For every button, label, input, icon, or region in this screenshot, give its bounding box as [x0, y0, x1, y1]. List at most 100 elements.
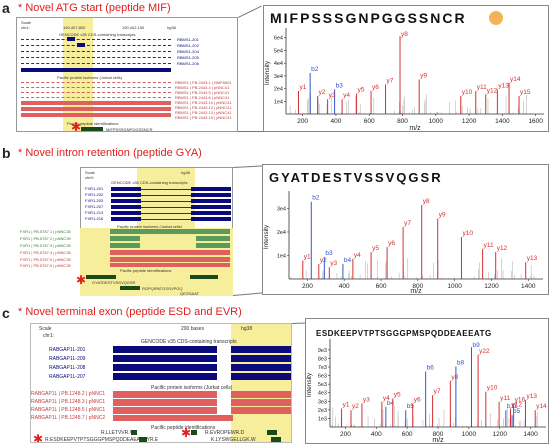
isoform-label: FXR1 | PB.5787.4 | pNNC35 [20, 250, 71, 255]
x-tick-label: 800 [412, 283, 423, 290]
y-tick-label: 5e3 [318, 382, 327, 388]
x-tick-label: 600 [376, 283, 387, 290]
ion-label: y4 [343, 92, 350, 99]
peptide-label: QEGSAAT [180, 291, 200, 296]
isoforms-title: Pacific protein isoforms (Jurkat cells) [151, 385, 233, 391]
ion-label: y8 [451, 374, 458, 381]
x-tick-label: 800 [397, 118, 408, 125]
ion-label: y13 [527, 255, 538, 262]
ion-label: y10 [462, 89, 473, 96]
ion-label: y5 [372, 245, 379, 252]
star-icon: ✱ [76, 273, 87, 287]
panel-b-isoforms: FXR1 | PB.5787.1 | pNNC35 FXR1 | PB.5787… [20, 228, 233, 268]
isoform-label: RABGAP1L | PB.1248.5 | pNNC1 [31, 407, 106, 413]
scale-label: Scale [21, 20, 32, 25]
assembly-label: hg38 [167, 25, 176, 30]
transcript-label: RBMS1-202 [177, 43, 199, 48]
ion-label: b9 [472, 342, 480, 349]
x-tick-label: 1600 [528, 118, 543, 125]
ion-label: y7 [404, 220, 411, 227]
ion-label: y1 [299, 84, 306, 91]
ion-label: y3 [329, 92, 336, 99]
isoforms-title: Pacific protein isoforms (Jurkat cells) [117, 224, 183, 229]
coord-right: 190,402,150 [122, 25, 145, 30]
y-tick-label: 2e4 [274, 87, 283, 93]
ion-label: y14 [510, 76, 521, 83]
ion-label: y5 [358, 87, 365, 94]
x-tick-label: 1200 [492, 431, 507, 438]
scale-label: Scale [39, 326, 52, 332]
ion-label: b3 [336, 82, 344, 89]
ion-label: y7 [387, 77, 394, 84]
callout-line [238, 131, 264, 132]
ion-label: b4 [387, 400, 395, 407]
peptide-title: Pacific peptide identifications [120, 268, 172, 273]
y-tick-label: 7e3 [318, 365, 327, 371]
ion-label: y10 [462, 230, 473, 237]
x-tick-label: 400 [371, 431, 382, 438]
ion-label: b5 [407, 403, 415, 410]
ion-label: y6 [414, 396, 421, 403]
peptide-label: R.LLETVVR.V [101, 430, 133, 436]
isoform-label: RABGAP1L | PB.1248.7 | pNNC2 [31, 415, 106, 421]
chr-label: chr9: [85, 175, 94, 180]
x-axis-label: m/z [432, 437, 444, 444]
isoform-label: RBMS1 | PB.2443.12 | pNNC41 [175, 105, 232, 110]
y-axis-label: Intensity [264, 60, 271, 85]
isoform-label: RABGAP1L | PB.1248.3 | pNNC1 [31, 399, 106, 405]
isoform-label: RBMS1 | PB.2443.10 | pNNC41 [175, 100, 232, 105]
ion-label: y7 [434, 388, 441, 395]
ion-label: y22 [479, 348, 490, 355]
ion-label: y6 [372, 84, 379, 91]
callout-line [238, 5, 262, 18]
star-icon: ✱ [71, 120, 82, 132]
ion-label: y1 [343, 402, 350, 409]
ion-label: b5 [513, 408, 521, 415]
ion-label: y13 [498, 82, 509, 89]
ion-label: y6 [388, 240, 395, 247]
peptide-label: R.EVROPEWR.D [205, 430, 245, 436]
ion-label: y9 [420, 73, 427, 80]
ion-label: y9 [439, 212, 446, 219]
track-title: GENCODE v35 CDS-containing transcripts [141, 339, 237, 345]
x-tick-label: 1200 [462, 118, 477, 125]
track-title: GENCODE v35 CDS-containing transcripts [59, 32, 136, 37]
ion-label: y3 [330, 260, 337, 267]
ion-label: y8 [423, 198, 430, 205]
transcript-label: FXR1-201 [85, 186, 104, 191]
peptide-label: K.LYSWGELLGK.W [211, 437, 256, 443]
isoform-label: FXR1 | PB.5787.3 | pNNC35 [20, 243, 71, 248]
highlight-region [231, 324, 291, 442]
isoform-label: FXR1 | PB.5787.1 | pNNC35 [20, 229, 71, 234]
ion-label: b6 [427, 365, 435, 372]
panel-b-peptides: Pacific peptide identifications GYATDEST… [76, 268, 233, 296]
transcript-label: RABGAP1L-207 [49, 374, 86, 380]
y-tick-label: 8e3 [318, 356, 327, 362]
assembly-label: hg38 [181, 170, 190, 175]
scale-label: Scale [85, 170, 96, 175]
ion-label: y12 [487, 87, 498, 94]
ion-label: b8 [457, 360, 465, 367]
y-tick-label: 1e4 [274, 99, 283, 105]
callout-line [233, 165, 264, 168]
transcript-label: FXR1-213 [85, 210, 104, 215]
x-tick-label: 200 [340, 431, 351, 438]
peptide-sequence: GYATDESTVSSVQGSR [269, 170, 443, 185]
ion-label: b2 [311, 66, 319, 73]
peptide-label: R.ESDKEEPVTPTSGGGPMSPQDDEAEATGYR.E [45, 437, 159, 443]
scale-bar-label: 200 bases [181, 326, 205, 332]
x-axis-label: m/z [410, 288, 422, 295]
peptide-title: Pacific peptide identifications [67, 121, 119, 126]
isoforms-title: Pacific protein isoforms (Jurkat cells) [57, 75, 123, 80]
ion-label: y4 [383, 395, 390, 402]
star-icon: ✱ [33, 432, 44, 443]
transcript-label: FXR1-203 [85, 198, 104, 203]
ion-label: y1 [304, 254, 311, 261]
y-tick-label: 9e3 [318, 348, 327, 354]
transcript-label: RBMS1-206 [177, 61, 199, 66]
panel-c-letter: c [2, 305, 10, 321]
isoform-label: RABGAP1L | PB.1248.2 | pNNC1 [31, 391, 106, 397]
ion-label: y2 [320, 257, 327, 264]
panel-b-letter: b [2, 145, 11, 161]
